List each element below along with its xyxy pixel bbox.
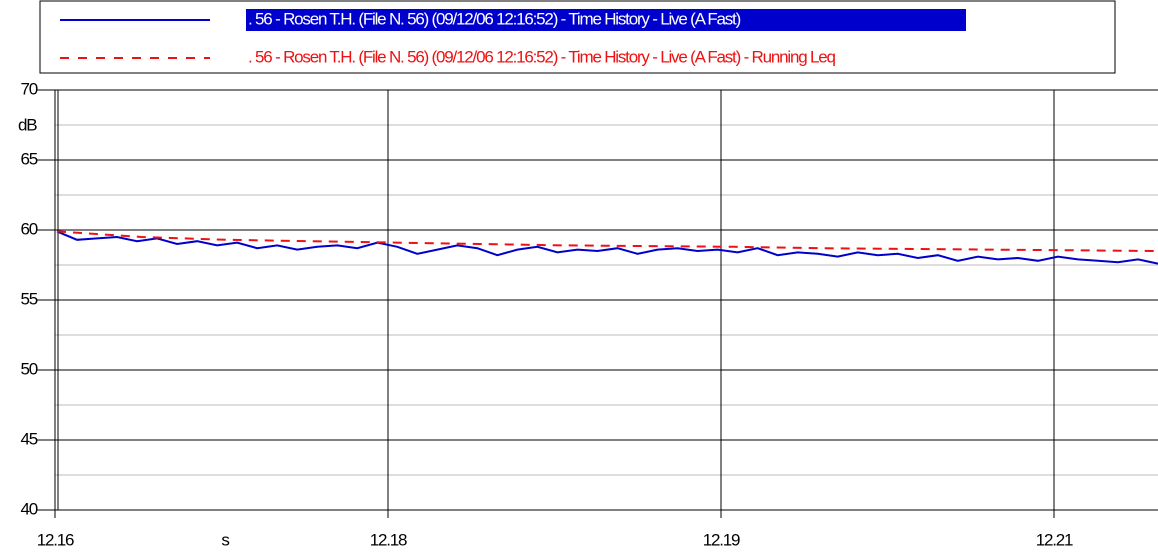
legend-label: . 56 - Rosen T.H. (File N. 56) (09/12/06… — [248, 47, 836, 66]
x-axis-label: s — [221, 530, 229, 549]
y-tick-label: 55 — [20, 289, 37, 308]
legend-label: . 56 - Rosen T.H. (File N. 56) (09/12/06… — [248, 9, 741, 28]
legend-highlight — [246, 9, 966, 31]
x-tick-label: 12.18 — [370, 530, 407, 549]
y-tick-label: 50 — [20, 359, 37, 378]
y-tick-label: 40 — [20, 499, 37, 518]
series-line — [56, 230, 1158, 252]
x-tick-label: 12.19 — [703, 530, 740, 549]
y-tick-label: 70 — [20, 79, 37, 98]
series-line — [56, 230, 1158, 265]
y-axis-label: dB — [18, 115, 37, 134]
y-tick-label: 45 — [20, 429, 37, 448]
y-tick-label: 60 — [20, 219, 37, 238]
x-tick-label: 12.16 — [37, 530, 74, 549]
y-tick-label: 65 — [20, 149, 37, 168]
x-tick-label: 12.21 — [1036, 530, 1073, 549]
